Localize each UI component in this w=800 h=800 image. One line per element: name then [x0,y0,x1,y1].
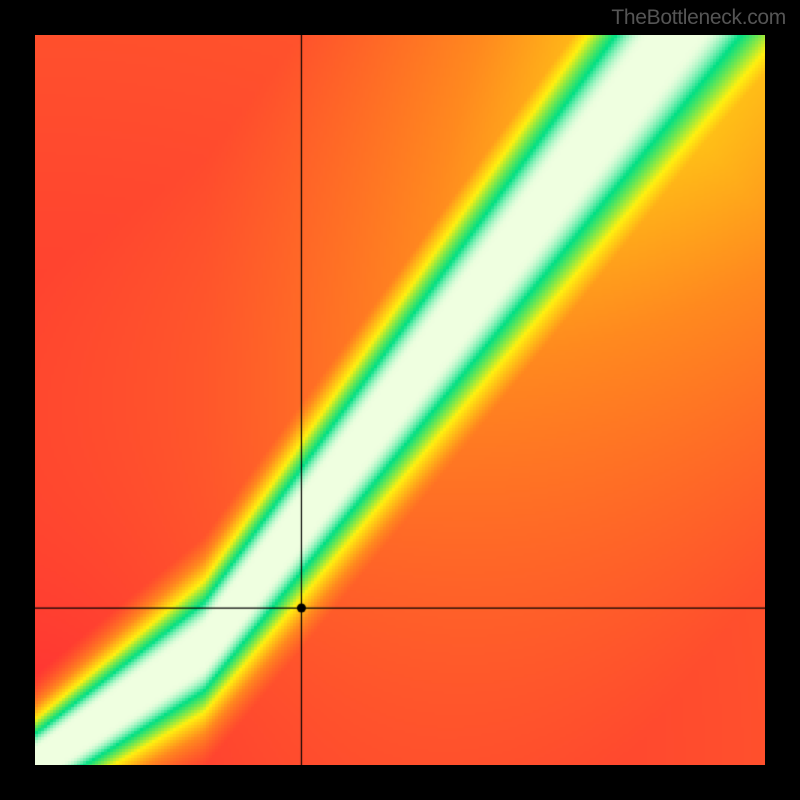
heatmap-canvas [35,35,765,765]
watermark-text: TheBottleneck.com [611,6,786,30]
plot-area [35,35,765,765]
chart-root: TheBottleneck.com [0,0,800,800]
